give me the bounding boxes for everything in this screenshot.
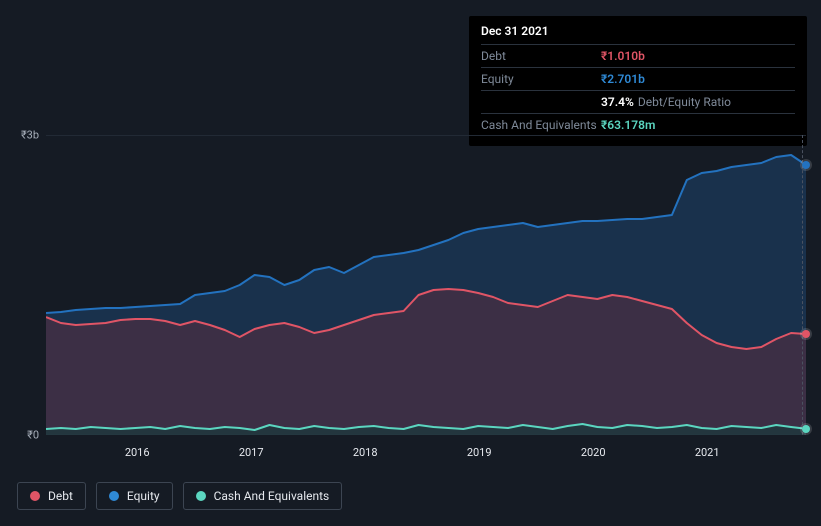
series-end-dot-cash [802,425,810,433]
tooltip-row-ratio: 37.4% Debt/Equity Ratio [481,90,795,113]
x-tick: 2021 [695,446,720,459]
tooltip-row-cash: Cash And Equivalents ₹63.178m [481,113,795,136]
legend-dot [30,491,40,501]
chart-wrap: Dec 31 2021 Debt ₹1.010b Equity ₹2.701b … [0,0,821,526]
chart-svg [46,135,806,435]
x-axis-ticks: 2016 2017 2018 2019 2020 2021 [46,446,806,466]
legend-item-equity[interactable]: Equity [96,482,173,510]
hover-tooltip: Dec 31 2021 Debt ₹1.010b Equity ₹2.701b … [469,16,807,146]
legend-item-cash[interactable]: Cash And Equivalents [183,482,343,510]
tooltip-value: ₹1.010b [601,49,645,63]
legend-dot [109,491,119,501]
x-tick: 2018 [353,446,378,459]
x-tick: 2017 [239,446,264,459]
tooltip-ratio-label: Debt/Equity Ratio [638,95,731,109]
tooltip-label: Debt [481,49,601,63]
hover-guideline [802,135,803,435]
tooltip-value: ₹2.701b [601,72,645,86]
y-tick-min: ₹0 [27,429,39,442]
legend-label: Cash And Equivalents [214,489,330,503]
legend-label: Equity [127,489,160,503]
chart-plot-area[interactable] [46,135,806,435]
tooltip-row-debt: Debt ₹1.010b [481,44,795,67]
tooltip-ratio: 37.4% Debt/Equity Ratio [601,95,731,109]
legend-label: Debt [48,489,73,503]
x-tick: 2020 [581,446,606,459]
tooltip-label: Cash And Equivalents [481,118,601,132]
series-end-dot-equity [802,161,810,169]
tooltip-label: Equity [481,72,601,86]
tooltip-value: ₹63.178m [601,118,655,132]
series-end-dot-debt [802,330,810,338]
legend-item-debt[interactable]: Debt [17,482,86,510]
legend-dot [196,491,206,501]
tooltip-label [481,95,601,109]
legend: Debt Equity Cash And Equivalents [17,482,342,510]
x-tick: 2016 [125,446,150,459]
y-tick-max: ₹3b [21,129,39,142]
x-tick: 2019 [467,446,492,459]
tooltip-ratio-pct: 37.4% [601,95,634,109]
tooltip-date: Dec 31 2021 [481,24,795,44]
tooltip-row-equity: Equity ₹2.701b [481,67,795,90]
